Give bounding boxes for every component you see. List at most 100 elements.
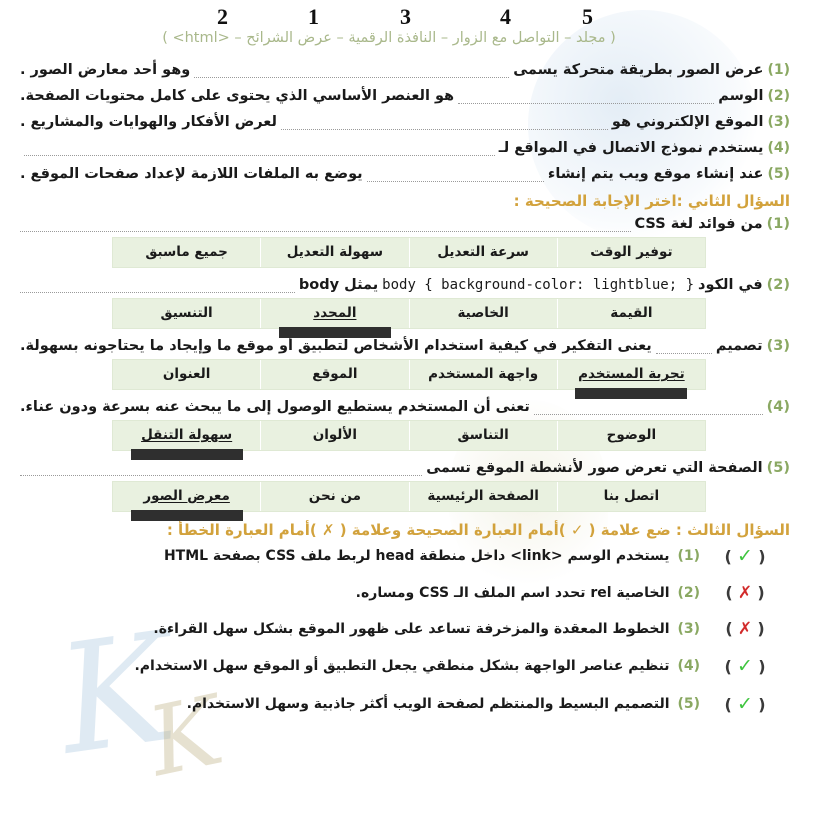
question-number: (2) <box>766 277 790 293</box>
fill-blank-item-3: (3) الموقع الإلكتروني هو لعرض الأفكار وا… <box>12 114 806 130</box>
mcq-option-label: سرعة التعديل <box>437 244 529 260</box>
mcq-option[interactable]: الموقع <box>260 360 408 389</box>
question-number: (3) <box>766 338 790 354</box>
answer-mark-check[interactable]: ( ✓ ) <box>724 693 766 715</box>
question-text-start: في الكود <box>698 277 763 293</box>
check-icon: ✓ <box>737 545 753 567</box>
mcq-option-label: اتصل بنا <box>603 488 660 504</box>
answer-mark-check[interactable]: ( ✓ ) <box>724 655 766 677</box>
true-false-item-4: ( ✓ ) (4) تنظيم عناصر الواجهة بشكل منطقي… <box>12 655 806 677</box>
question-text-after: يعنى التفكير في كيفية استخدام الأشخاص لت… <box>20 338 652 354</box>
blank-field[interactable] <box>20 281 295 293</box>
mcq-options-2: القيمة الخاصية المحدد التنسيق <box>112 298 706 338</box>
mcq-option[interactable]: الصفحة الرئيسية <box>408 482 557 511</box>
answer-mark-cross[interactable]: ( ✗ ) <box>725 619 765 639</box>
mcq-option[interactable]: العنوان <box>113 360 260 389</box>
answer-mark-cross[interactable]: ( ✗ ) <box>725 583 765 603</box>
mcq-option[interactable]: التناسق <box>408 421 557 450</box>
question-text: من فوائد لغة CSS <box>634 216 763 232</box>
mcq-option-label: توفير الوقت <box>590 244 673 260</box>
statement-body: تنظيم عناصر الواجهة بشكل منطقي يجعل التط… <box>134 658 670 674</box>
mcq-option[interactable]: سهولة التعديل <box>260 238 408 267</box>
question-text-end: يمثل body <box>298 277 379 293</box>
true-false-item-3: ( ✗ ) (3) الخطوط المعقدة والمزخرفة تساعد… <box>12 619 806 639</box>
mcq-option-label: التناسق <box>457 427 509 443</box>
word-bank: 2 1 3 4 5 ( مجلد – التواصل مع الزوار – ا… <box>12 0 806 56</box>
question-number: (5) <box>677 696 700 712</box>
check-icon: ✓ <box>737 655 753 677</box>
mcq-option-label: التنسيق <box>160 305 213 321</box>
statement-text: (3) الخطوط المعقدة والمزخرفة تساعد على ظ… <box>20 621 700 637</box>
blank-field[interactable] <box>655 342 712 354</box>
answer-mark-check[interactable]: ( ✓ ) <box>724 545 766 567</box>
question-number: (3) <box>767 114 790 130</box>
mcq-option-label: سهولة التنقل <box>141 427 233 443</box>
mcq-options-1: توفير الوقت سرعة التعديل سهولة التعديل ج… <box>112 237 706 268</box>
blank-field[interactable] <box>20 220 631 232</box>
statement-text: (5) التصميم البسيط والمنتظم لصفحة الويب … <box>20 696 700 712</box>
mcq-option-selected[interactable]: معرض الصور <box>113 482 260 521</box>
question-text-before: الموقع الإلكتروني هو <box>611 114 764 130</box>
question-text-before: الصفحة التي تعرض صور لأنشطة الموقع تسمى <box>426 460 763 476</box>
statement-text: (4) تنظيم عناصر الواجهة بشكل منطقي يجعل … <box>20 658 700 674</box>
cross-icon: ✗ <box>737 619 753 639</box>
mcq-option[interactable]: واجهة المستخدم <box>408 360 557 389</box>
question-number: (1) <box>677 548 700 564</box>
mcq-option-selected[interactable]: المحدد <box>260 299 408 338</box>
fill-blank-item-5: (5) عند إنشاء موقع ويب يتم إنشاء يوضع به… <box>12 166 806 182</box>
mcq-option[interactable]: اتصل بنا <box>556 482 705 511</box>
mcq-option[interactable]: التنسيق <box>113 299 260 328</box>
question-text-after: وهو أحد معارض الصور . <box>20 62 191 78</box>
question-number: (4) <box>677 658 700 674</box>
question-number: (5) <box>766 460 790 476</box>
question-text-after: تعنى أن المستخدم يستطيع الوصول إلى ما يب… <box>20 399 530 415</box>
answer-marker <box>130 510 243 521</box>
mcq-option-label: الموقع <box>312 366 358 382</box>
fill-blank-item-1: (1) عرض الصور بطريقة متحركة يسمى وهو أحد… <box>12 62 806 78</box>
mcq-option[interactable]: الألوان <box>260 421 408 450</box>
blank-field[interactable] <box>194 66 510 78</box>
mcq-option-selected[interactable]: سهولة التنقل <box>113 421 260 460</box>
mcq-option[interactable]: توفير الوقت <box>556 238 705 267</box>
mcq-question-5: (5) الصفحة التي تعرض صور لأنشطة الموقع ت… <box>12 460 806 476</box>
mcq-option[interactable]: سرعة التعديل <box>408 238 557 267</box>
statement-text: (2) الخاصية rel تحدد اسم الملف الـ CSS و… <box>20 585 700 601</box>
word-bank-number-5: 5 <box>582 4 593 29</box>
mcq-option-label: سهولة التعديل <box>286 244 384 260</box>
mcq-option-label: الألوان <box>312 427 358 443</box>
mcq-option-label: الوضوح <box>606 427 657 443</box>
question-number: (4) <box>767 140 790 156</box>
true-false-item-2: ( ✗ ) (2) الخاصية rel تحدد اسم الملف الـ… <box>12 583 806 603</box>
statement-text: (1) يستخدم الوسم <link> داخل منطقة head … <box>20 548 700 564</box>
mcq-options-4: الوضوح التناسق الألوان سهولة التنقل <box>112 420 706 460</box>
mcq-option[interactable]: جميع ماسبق <box>113 238 260 267</box>
word-bank-number-2: 2 <box>217 4 228 29</box>
mcq-option-selected[interactable]: تجربة المستخدم <box>556 360 705 399</box>
mcq-option-label: من نحن <box>308 488 361 504</box>
mcq-option[interactable]: الوضوح <box>556 421 705 450</box>
fill-in-blanks-section: (1) عرض الصور بطريقة متحركة يسمى وهو أحد… <box>12 62 806 182</box>
blank-field[interactable] <box>24 144 495 156</box>
mcq-option-label: معرض الصور <box>143 488 230 504</box>
question-text-after: هو العنصر الأساسي الذي يحتوى على كامل مح… <box>20 88 455 104</box>
blank-field[interactable] <box>280 118 608 130</box>
blank-field[interactable] <box>366 170 544 182</box>
mcq-option[interactable]: الخاصية <box>408 299 557 328</box>
check-icon: ✓ <box>737 693 753 715</box>
mcq-option-label: الصفحة الرئيسية <box>427 488 539 504</box>
worksheet-page: 2 1 3 4 5 ( مجلد – التواصل مع الزوار – ا… <box>12 0 806 715</box>
true-false-item-5: ( ✓ ) (5) التصميم البسيط والمنتظم لصفحة … <box>12 693 806 715</box>
question-number: (2) <box>767 88 790 104</box>
mcq-option-label: جميع ماسبق <box>145 244 228 260</box>
question-number: (4) <box>766 399 790 415</box>
blank-field[interactable] <box>533 403 763 415</box>
mcq-option[interactable]: القيمة <box>556 299 705 328</box>
question-text-before: عند إنشاء موقع ويب يتم إنشاء <box>547 166 764 182</box>
blank-field[interactable] <box>20 464 423 476</box>
question-number: (1) <box>766 216 790 232</box>
statement-body: الخاصية rel تحدد اسم الملف الـ CSS ومسار… <box>355 585 670 601</box>
blank-field[interactable] <box>458 92 715 104</box>
mcq-option[interactable]: من نحن <box>260 482 408 511</box>
mcq-question-4: (4) تعنى أن المستخدم يستطيع الوصول إلى م… <box>12 399 806 415</box>
answer-marker <box>130 449 243 460</box>
